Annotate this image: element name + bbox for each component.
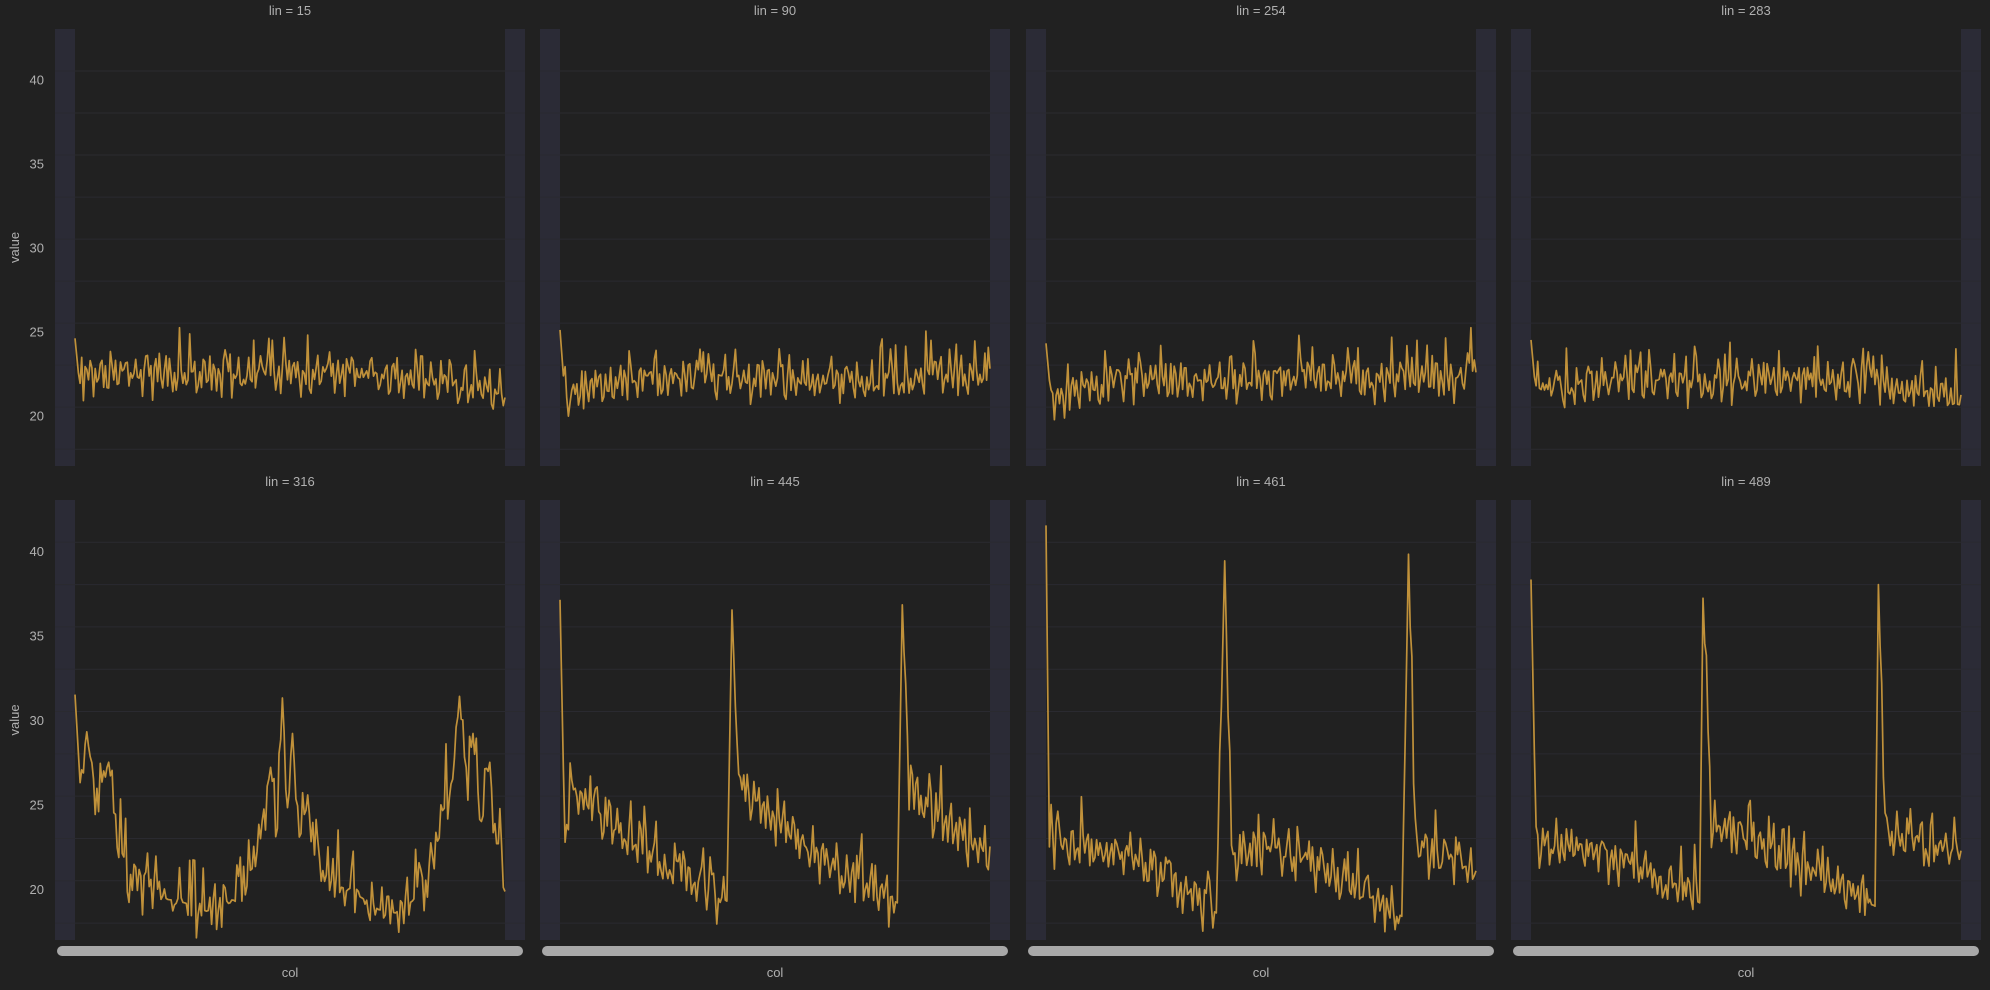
series-line bbox=[559, 329, 991, 417]
panel-right-band bbox=[1961, 29, 1981, 466]
facet-panel: lin = 461 col bbox=[1026, 474, 1496, 980]
panel-right-band bbox=[1476, 500, 1496, 940]
panel-right-band bbox=[505, 500, 525, 940]
series-line bbox=[1530, 339, 1962, 410]
x-tick-labels-overlap bbox=[57, 946, 523, 956]
facet-title: lin = 90 bbox=[754, 3, 796, 18]
facet-panel: lin = 254 bbox=[1026, 3, 1496, 466]
x-axis-label: col bbox=[282, 965, 299, 980]
panel-left-band bbox=[55, 29, 75, 466]
facet-title: lin = 316 bbox=[265, 474, 315, 489]
x-tick-labels-overlap bbox=[1513, 946, 1979, 956]
panel-right-band bbox=[990, 500, 1010, 940]
facet-panel: lin = 489 col bbox=[1511, 474, 1981, 980]
x-axis-label: col bbox=[1253, 965, 1270, 980]
series-line bbox=[559, 599, 991, 928]
panel-background bbox=[55, 500, 525, 940]
y-tick-label: 40 bbox=[30, 72, 44, 87]
y-tick-label: 35 bbox=[30, 156, 44, 171]
panel-right-band bbox=[1961, 500, 1981, 940]
panel-left-band bbox=[540, 29, 560, 466]
series-line bbox=[74, 694, 506, 939]
facet-panel: lin = 445 col bbox=[540, 474, 1010, 980]
facet-title: lin = 254 bbox=[1236, 3, 1286, 18]
series-line bbox=[1530, 579, 1962, 917]
facet-title: lin = 283 bbox=[1721, 3, 1771, 18]
series-line bbox=[1045, 326, 1477, 421]
y-tick-label: 30 bbox=[30, 241, 44, 256]
panel-background bbox=[1511, 29, 1981, 466]
panel-background bbox=[55, 29, 525, 466]
panel-right-band bbox=[1476, 29, 1496, 466]
facet-title: lin = 445 bbox=[750, 474, 800, 489]
y-axis-label: value bbox=[7, 704, 22, 735]
x-tick-labels-overlap bbox=[542, 946, 1008, 956]
panel-background bbox=[1511, 500, 1981, 940]
panel-background bbox=[540, 29, 1010, 466]
y-tick-label: 20 bbox=[30, 882, 44, 897]
x-axis-label: col bbox=[1738, 965, 1755, 980]
panel-left-band bbox=[1026, 500, 1046, 940]
x-axis-label: col bbox=[767, 965, 784, 980]
panel-left-band bbox=[1026, 29, 1046, 466]
y-tick-label: 40 bbox=[30, 544, 44, 559]
y-tick-label: 25 bbox=[30, 325, 44, 340]
panel-right-band bbox=[990, 29, 1010, 466]
panel-left-band bbox=[1511, 500, 1531, 940]
facet-panel: lin = 316 20 25 30 35 40 value col bbox=[7, 474, 525, 980]
facet-title: lin = 461 bbox=[1236, 474, 1286, 489]
panel-left-band bbox=[540, 500, 560, 940]
panel-left-band bbox=[1511, 29, 1531, 466]
y-tick-label: 20 bbox=[30, 409, 44, 424]
panel-left-band bbox=[55, 500, 75, 940]
facet-title: lin = 489 bbox=[1721, 474, 1771, 489]
series-line bbox=[1045, 525, 1477, 933]
facet-panel: lin = 15 20 25 30 35 40 value bbox=[7, 3, 525, 466]
y-axis-label: value bbox=[7, 232, 22, 263]
y-tick-label: 35 bbox=[30, 628, 44, 643]
series-line bbox=[74, 326, 506, 410]
y-tick-label: 25 bbox=[30, 798, 44, 813]
panel-right-band bbox=[505, 29, 525, 466]
y-tick-label: 30 bbox=[30, 713, 44, 728]
panel-background bbox=[540, 500, 1010, 940]
facet-panel: lin = 283 bbox=[1511, 3, 1981, 466]
x-tick-labels-overlap bbox=[1028, 946, 1494, 956]
facet-title: lin = 15 bbox=[269, 3, 311, 18]
facet-panel: lin = 90 bbox=[540, 3, 1010, 466]
